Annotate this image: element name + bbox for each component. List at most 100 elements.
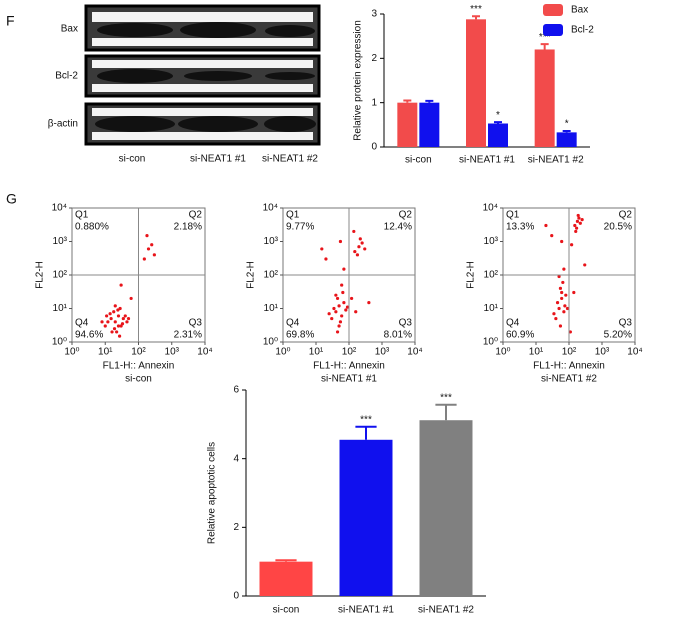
quadrant-name: Q1 <box>75 210 89 221</box>
event-dot <box>327 312 331 316</box>
event-dot <box>152 253 156 257</box>
x-tick-label: 10¹ <box>98 347 113 358</box>
event-dot <box>119 283 123 287</box>
quadrant-name: Q4 <box>506 318 520 329</box>
event-dot <box>125 320 129 324</box>
quadrant-name: Q4 <box>75 318 89 329</box>
x-tick-label: 10¹ <box>529 347 544 358</box>
event-dot <box>574 229 578 234</box>
event-dot <box>572 290 576 295</box>
error-bar <box>435 403 457 421</box>
event-dot <box>332 306 336 311</box>
quadrant-percent: 20.5% <box>604 222 632 233</box>
event-dot <box>345 305 350 309</box>
bar <box>466 19 486 147</box>
y-axis-title: FL2-H <box>246 261 257 289</box>
blot-lane-label: si-con <box>119 154 146 165</box>
error-bar <box>403 99 412 103</box>
legend-swatch <box>543 4 563 16</box>
event-dot <box>568 330 572 334</box>
event-dot <box>580 218 584 222</box>
event-dot <box>142 257 146 261</box>
event-dot <box>577 216 581 220</box>
event-dot <box>367 301 371 305</box>
event-dot <box>558 286 563 290</box>
event-dot <box>337 304 341 308</box>
event-dot <box>338 239 343 244</box>
y-tick-label: 2 <box>233 522 239 533</box>
y-tick-label: 2 <box>371 53 377 64</box>
x-tick-label: 10³ <box>595 347 610 358</box>
event-dot <box>353 249 357 254</box>
x-axis-title: FL1-H:: Annexin <box>313 361 385 372</box>
y-axis-title: Relative apoptotic cells <box>207 442 218 544</box>
event-dot <box>341 290 345 295</box>
event-dot <box>570 243 574 247</box>
blot-row-label: Bax <box>61 24 78 35</box>
event-dot <box>334 310 338 314</box>
x-tick-label: si-NEAT1 #1 <box>338 605 394 616</box>
y-tick-label: 10² <box>484 270 499 281</box>
event-dot <box>116 314 121 318</box>
blot-lane-label: si-NEAT1 #2 <box>262 154 318 165</box>
error-bar <box>355 425 377 440</box>
legend-swatch <box>543 24 563 36</box>
event-dot <box>560 290 564 295</box>
event-dot <box>578 221 582 225</box>
y-tick-label: 10³ <box>484 236 499 247</box>
significance: * <box>565 119 569 130</box>
x-tick-label: 10⁰ <box>64 347 79 358</box>
event-dot <box>573 223 577 228</box>
event-dot <box>557 306 561 311</box>
y-tick-label: 10¹ <box>484 303 499 314</box>
event-dot <box>108 312 112 316</box>
event-dot <box>552 312 556 316</box>
bar <box>419 420 473 596</box>
event-dot <box>565 306 570 311</box>
y-tick-label: 10⁴ <box>263 203 278 214</box>
event-dot <box>113 320 117 324</box>
bar <box>419 102 440 147</box>
quadrant-percent: 12.4% <box>384 222 412 233</box>
event-dot <box>129 296 133 301</box>
quadrant-name: Q1 <box>286 210 300 221</box>
event-dot <box>106 320 110 324</box>
event-dot <box>352 229 356 234</box>
event-dot <box>146 247 151 251</box>
x-tick-label: 10³ <box>165 347 180 358</box>
event-dot <box>342 301 346 305</box>
y-tick-label: 10² <box>264 270 279 281</box>
bar <box>259 561 313 596</box>
event-dot <box>360 241 364 245</box>
y-tick-label: 10¹ <box>53 303 68 314</box>
y-tick-label: 3 <box>371 9 377 20</box>
y-tick-label: 4 <box>233 453 239 464</box>
event-dot <box>126 316 131 321</box>
subtitle: si-NEAT1 #1 <box>321 374 377 385</box>
panel-label: G <box>6 191 17 207</box>
x-axis-title: FL1-H:: Annexin <box>533 361 605 372</box>
y-tick-label: 10⁰ <box>52 337 67 348</box>
event-dot <box>550 234 554 238</box>
x-tick-label: 10⁴ <box>407 347 422 358</box>
event-dot <box>354 310 358 314</box>
x-tick-label: 10² <box>562 347 577 358</box>
blot-row-label: Bcl-2 <box>55 71 78 82</box>
bar <box>488 123 508 147</box>
western-blot: Bax Bcl-2 β-actin si-con si-NEAT1 #1 si-… <box>48 4 321 165</box>
event-dot <box>560 239 564 244</box>
y-tick-label: 1 <box>371 97 377 108</box>
event-dot <box>342 267 346 271</box>
error-bar <box>562 130 571 133</box>
event-dot <box>358 237 362 241</box>
x-tick-label: 10¹ <box>309 347 324 358</box>
event-dot <box>121 316 125 321</box>
significance: *** <box>440 392 452 403</box>
event-dot <box>335 296 340 301</box>
y-tick-label: 10³ <box>53 236 68 247</box>
blot-row-label: β-actin <box>48 119 78 130</box>
event-dot <box>115 330 119 334</box>
bar <box>556 132 577 147</box>
event-dot <box>544 223 548 228</box>
